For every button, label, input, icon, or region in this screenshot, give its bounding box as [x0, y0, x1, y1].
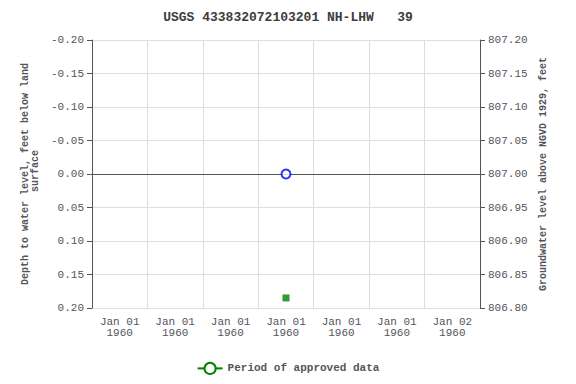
svg-text:807.00: 807.00 — [488, 168, 528, 180]
svg-text:-0.10: -0.10 — [51, 101, 84, 113]
svg-text:-0.20: -0.20 — [51, 34, 84, 46]
svg-text:Jan 01: Jan 01 — [266, 315, 306, 328]
svg-text:1960: 1960 — [384, 327, 410, 339]
svg-text:806.95: 806.95 — [488, 202, 528, 214]
svg-text:1960: 1960 — [217, 327, 243, 339]
svg-text:806.90: 806.90 — [488, 235, 528, 247]
svg-text:0.20: 0.20 — [58, 302, 84, 314]
svg-text:Groundwater level above NGVD 1: Groundwater level above NGVD 1929, feet — [538, 57, 549, 291]
svg-text:1960: 1960 — [162, 327, 188, 339]
svg-text:Jan 01: Jan 01 — [377, 315, 417, 328]
svg-text:0.15: 0.15 — [58, 269, 84, 281]
svg-text:1960: 1960 — [107, 327, 133, 339]
svg-text:0.05: 0.05 — [58, 202, 84, 214]
svg-text:806.85: 806.85 — [488, 269, 528, 281]
svg-text:Jan 01: Jan 01 — [321, 315, 362, 328]
svg-text:807.15: 807.15 — [488, 68, 528, 80]
svg-text:0.10: 0.10 — [58, 235, 84, 247]
svg-text:807.05: 807.05 — [488, 135, 528, 147]
svg-text:surface: surface — [30, 150, 41, 198]
svg-text:Jan 01: Jan 01 — [99, 315, 140, 328]
svg-text:806.80: 806.80 — [488, 302, 528, 314]
svg-text:807.20: 807.20 — [488, 34, 528, 46]
svg-text:0.00: 0.00 — [58, 168, 84, 180]
svg-text:USGS 433832072103201 NH-LHW: USGS 433832072103201 NH-LHW 39 — [163, 10, 413, 25]
svg-text:-0.15: -0.15 — [51, 68, 84, 80]
svg-text:Jan 01: Jan 01 — [210, 315, 251, 328]
svg-text:Jan 01: Jan 01 — [155, 315, 195, 328]
svg-text:1960: 1960 — [328, 327, 354, 339]
svg-text:1960: 1960 — [273, 327, 299, 339]
svg-text:1960: 1960 — [439, 327, 465, 339]
svg-text:Depth to water level, feet bel: Depth to water level, feet below land — [19, 63, 31, 285]
svg-text:-0.05: -0.05 — [51, 135, 84, 147]
svg-text:807.10: 807.10 — [488, 101, 528, 113]
svg-text:Period of approved data: Period of approved data — [228, 362, 380, 374]
svg-text:Jan 02: Jan 02 — [432, 315, 473, 328]
